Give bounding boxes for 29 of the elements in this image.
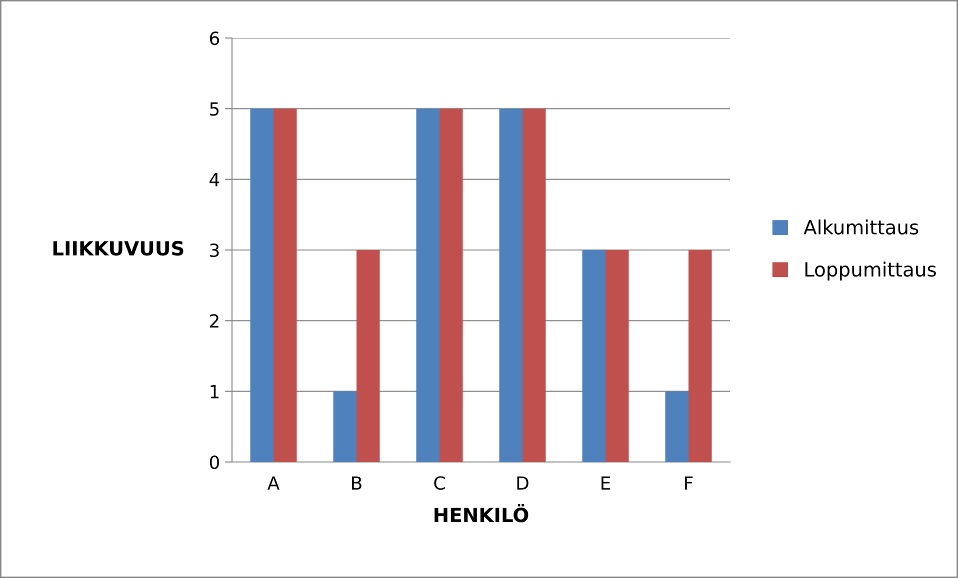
bar [250, 108, 274, 462]
bar [688, 250, 712, 462]
y-tick-label: 0 [210, 455, 219, 470]
bar [416, 108, 440, 462]
x-axis-title: HENKILÖ [434, 504, 528, 522]
y-tick-label: 6 [210, 31, 220, 46]
x-tick-label: D [517, 476, 528, 490]
y-tick-label: 5 [210, 102, 219, 116]
y-tick-label: 2 [210, 314, 218, 328]
x-tick-label: C [434, 476, 445, 490]
x-tick-label: A [267, 476, 280, 490]
bar [582, 250, 606, 462]
x-tick-label: B [352, 476, 362, 490]
legend-label: Alkumittaus [804, 220, 918, 235]
bar [440, 108, 463, 462]
y-tick-label: 4 [210, 173, 220, 186]
bar [499, 108, 522, 462]
bar [356, 250, 380, 462]
x-tick-label: E [602, 476, 610, 490]
bar [522, 108, 546, 462]
y-tick-label: 1 [210, 385, 219, 398]
legend-label: Loppumittaus [805, 262, 936, 280]
y-axis-title: LIIKKUVUUS [53, 240, 184, 256]
y-tick-label: 3 [210, 243, 219, 258]
x-tick-label: F [685, 476, 693, 490]
bar [665, 391, 688, 462]
bar [333, 391, 356, 462]
bar [274, 108, 297, 462]
bar [606, 250, 629, 462]
